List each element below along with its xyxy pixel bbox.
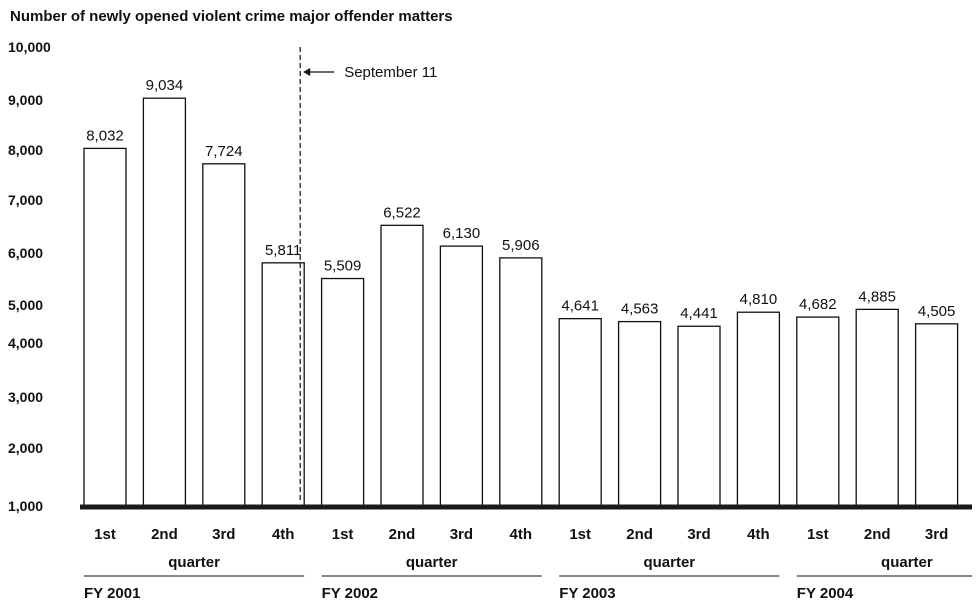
bar-value-label: 4,441 xyxy=(680,305,718,322)
bar-value-label: 9,034 xyxy=(146,77,184,94)
quarter-label: 2nd xyxy=(864,526,891,543)
quarter-label: 2nd xyxy=(626,526,653,543)
bar-value-label: 4,563 xyxy=(621,301,659,318)
bar-value-label: 8,032 xyxy=(86,127,124,144)
y-tick-label: 8,000 xyxy=(8,142,43,158)
bar xyxy=(855,308,899,507)
y-tick-label: 4,000 xyxy=(8,335,43,351)
bar xyxy=(796,316,840,507)
bar xyxy=(202,163,246,507)
fiscal-year-label: FY 2004 xyxy=(797,585,854,602)
y-tick-label: 7,000 xyxy=(8,192,43,208)
annotation-arrow-head xyxy=(303,68,311,76)
bar-value-label: 4,682 xyxy=(799,296,837,313)
quarter-label: 4th xyxy=(510,526,533,543)
quarter-group-label: quarter xyxy=(168,554,220,571)
bar xyxy=(380,224,424,507)
bar xyxy=(736,311,781,507)
bar-value-label: 5,509 xyxy=(324,258,362,275)
quarter-label: 1st xyxy=(807,526,829,543)
bar-value-label: 5,811 xyxy=(265,242,301,259)
fiscal-year-label: FY 2003 xyxy=(559,585,615,602)
quarter-label: 2nd xyxy=(389,526,416,543)
bar xyxy=(677,325,721,507)
y-tick-label: 6,000 xyxy=(8,245,43,261)
bar xyxy=(142,97,187,507)
chart-title: Number of newly opened violent crime maj… xyxy=(10,8,453,25)
quarter-label: 1st xyxy=(332,526,354,543)
quarter-label: 1st xyxy=(94,526,116,543)
y-tick-label: 10,000 xyxy=(8,39,51,55)
quarter-label: 2nd xyxy=(151,526,178,543)
bar xyxy=(261,262,305,507)
fiscal-year-label: FY 2001 xyxy=(84,585,140,602)
bar xyxy=(439,245,484,507)
bar xyxy=(499,257,543,507)
quarter-group-label: quarter xyxy=(643,554,695,571)
bar xyxy=(914,323,959,507)
bar xyxy=(558,317,602,507)
quarter-label: 3rd xyxy=(925,526,948,543)
quarter-group-label: quarter xyxy=(406,554,458,571)
quarter-label: 3rd xyxy=(212,526,235,543)
bar-value-label: 7,724 xyxy=(205,143,243,160)
bar-value-label: 5,906 xyxy=(502,237,540,254)
y-tick-label: 1,000 xyxy=(8,498,43,514)
bar-value-label: 6,522 xyxy=(383,204,421,221)
bar xyxy=(320,277,365,507)
bar-value-label: 4,810 xyxy=(740,291,778,308)
y-tick-label: 3,000 xyxy=(8,389,43,405)
bar xyxy=(83,147,127,507)
fiscal-year-label: FY 2002 xyxy=(322,585,378,602)
bar xyxy=(617,320,662,507)
y-tick-label: 2,000 xyxy=(8,440,43,456)
annotation-label: September 11 xyxy=(344,64,437,81)
bar-value-label: 6,130 xyxy=(443,225,481,242)
quarter-group-label: quarter xyxy=(881,554,933,571)
quarter-label: 4th xyxy=(747,526,770,543)
y-tick-label: 5,000 xyxy=(8,297,43,313)
quarter-label: 4th xyxy=(272,526,295,543)
y-tick-label: 9,000 xyxy=(8,92,43,108)
bar-value-label: 4,641 xyxy=(561,298,599,315)
bar-value-label: 4,505 xyxy=(918,303,956,320)
quarter-label: 3rd xyxy=(450,526,473,543)
quarter-label: 3rd xyxy=(687,526,710,543)
quarter-label: 1st xyxy=(569,526,591,543)
bar-value-label: 4,885 xyxy=(858,288,896,305)
